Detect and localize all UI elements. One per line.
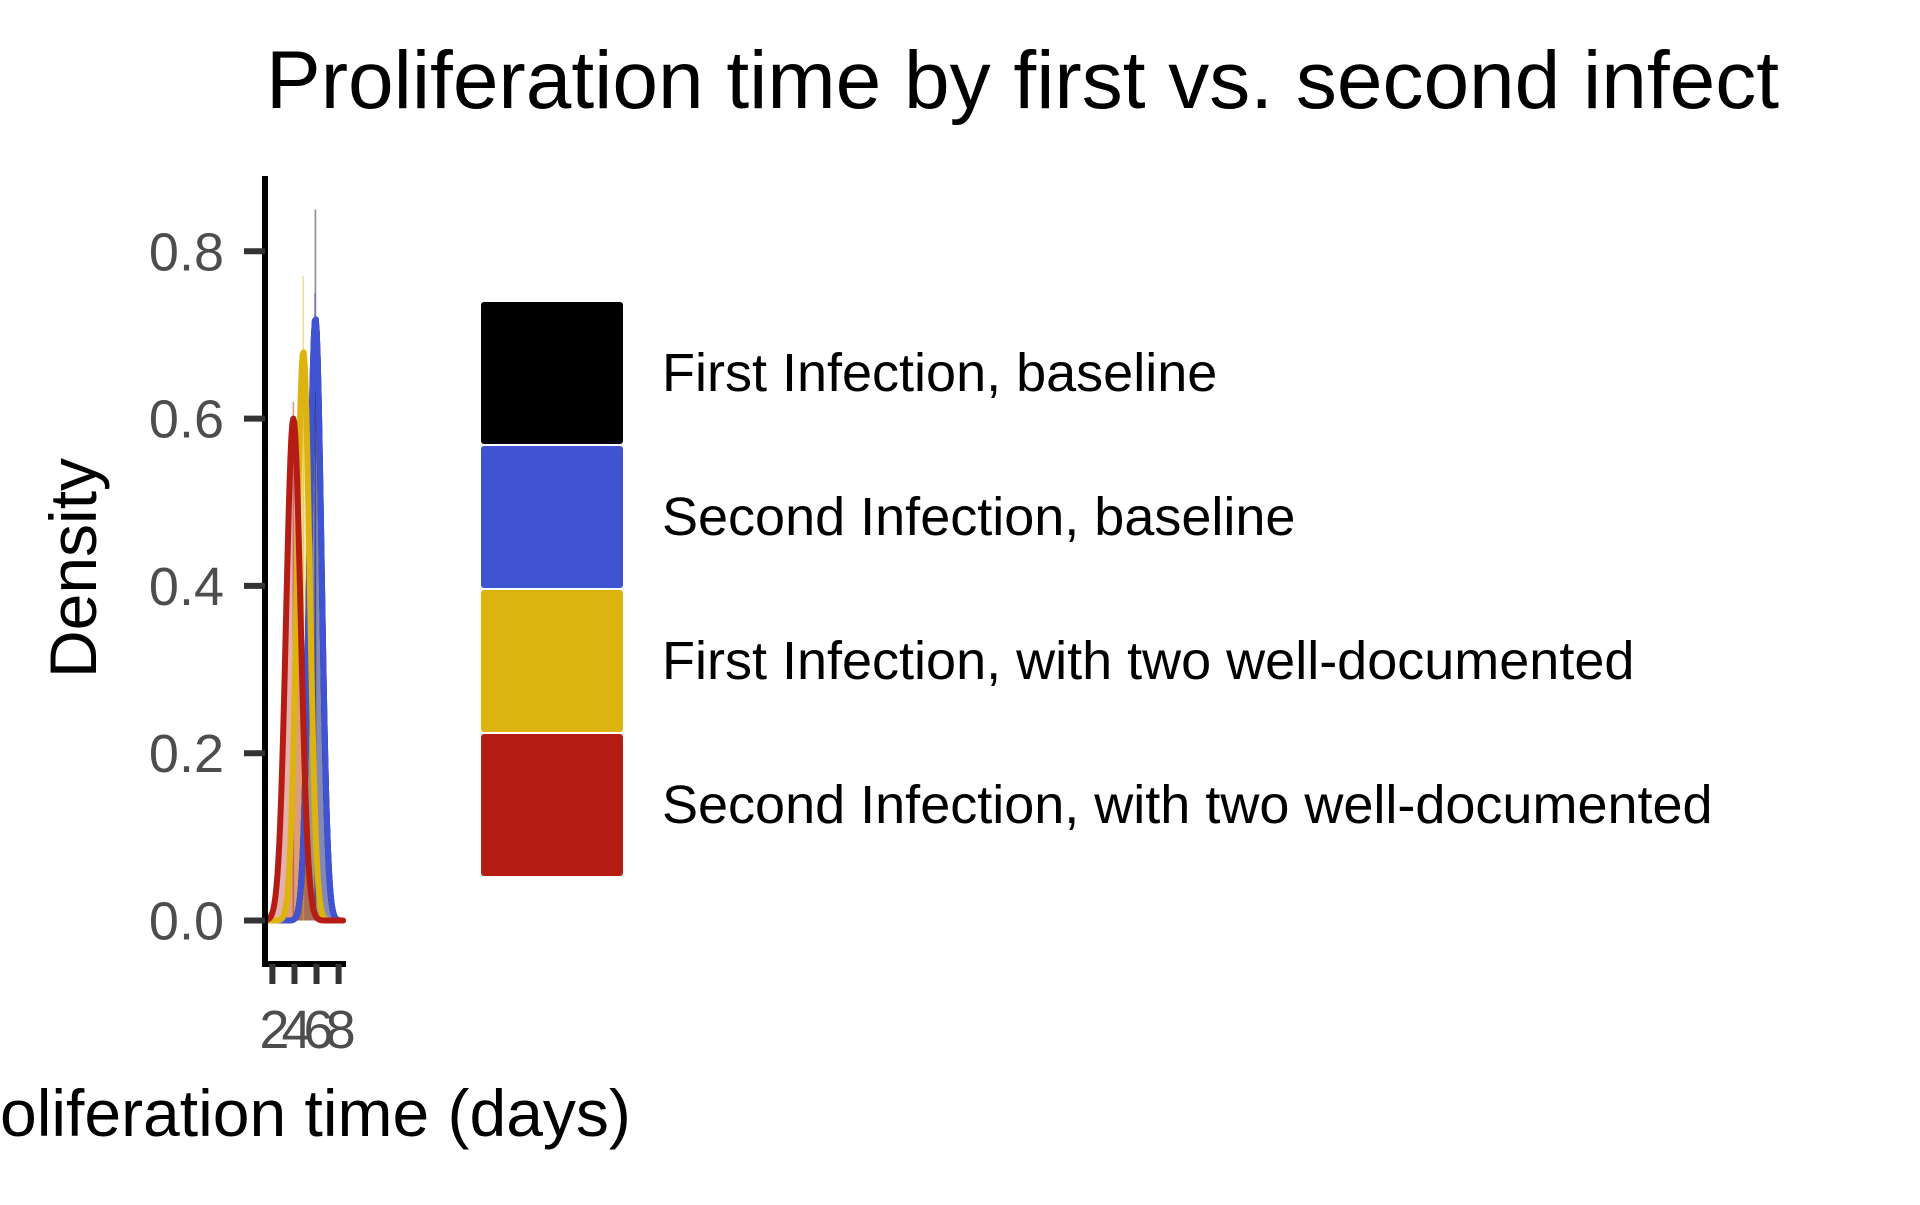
y-tick-label: 0.0 bbox=[149, 892, 224, 952]
density-fill-series-4 bbox=[268, 418, 343, 921]
legend-label-series-4: Second Infection, with two well-document… bbox=[662, 775, 1713, 835]
density-lines bbox=[265, 316, 346, 924]
legend-key-series-2 bbox=[481, 446, 623, 588]
x-tick-label: 8 bbox=[326, 1000, 354, 1060]
legend-label-series-1: First Infection, baseline bbox=[662, 343, 1217, 403]
y-ticks: 0.0 0.2 0.4 0.6 0.8 bbox=[149, 222, 265, 952]
legend: First Infection, baseline Second Infectio… bbox=[481, 302, 1713, 876]
histogram-bar-series-3 bbox=[302, 276, 305, 921]
histogram-bar-series-2 bbox=[314, 293, 316, 921]
legend-label-series-3: First Infection, with two well-documente… bbox=[662, 631, 1634, 691]
histogram-bar-series-1 bbox=[314, 209, 317, 921]
y-tick-label: 0.4 bbox=[149, 557, 224, 617]
density-line-series-4 bbox=[265, 415, 346, 924]
y-tick-label: 0.8 bbox=[149, 222, 224, 282]
y-tick-label: 0.6 bbox=[149, 390, 224, 450]
legend-key-series-3 bbox=[481, 590, 623, 732]
y-tick-label: 0.2 bbox=[149, 724, 224, 784]
chart-title: Proliferation time by first vs. second i… bbox=[266, 35, 1779, 126]
legend-label-series-2: Second Infection, baseline bbox=[662, 487, 1295, 547]
legend-key-series-1 bbox=[481, 302, 623, 444]
axes bbox=[262, 176, 346, 967]
y-axis-label: Density bbox=[36, 458, 110, 678]
legend-key-series-4 bbox=[481, 734, 623, 876]
x-axis-label: oliferation time (days) bbox=[0, 1076, 631, 1150]
